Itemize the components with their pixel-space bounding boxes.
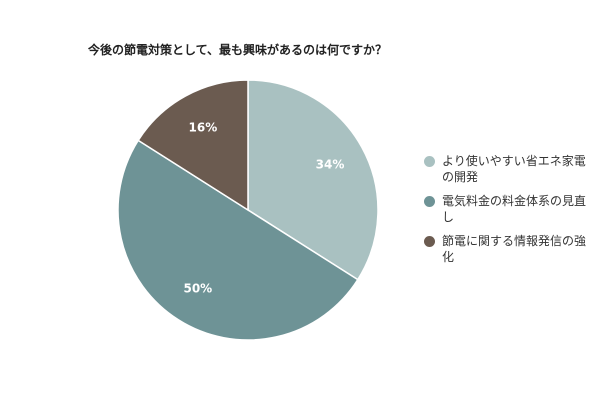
chart-title: 今後の節電対策として、最も興味があるのは何ですか？ — [87, 42, 387, 57]
legend-swatch — [424, 236, 435, 247]
legend-item: 節電に関する情報発信の強化 — [424, 233, 594, 265]
legend-swatch — [424, 196, 435, 207]
legend: より使いやすい省エネ家電の開発 電気料金の料金体系の見直し 節電に関する情報発信の強… — [424, 153, 594, 273]
pie-slice — [137, 79, 249, 212]
value-label: 34% — [316, 157, 345, 171]
legend-item: 電気料金の料金体系の見直し — [424, 193, 594, 225]
legend-item: より使いやすい省エネ家電の開発 — [424, 153, 594, 185]
value-label: 50% — [183, 282, 212, 296]
legend-label: 電気料金の料金体系の見直し — [442, 194, 587, 224]
legend-label: 節電に関する情報発信の強化 — [442, 234, 587, 264]
legend-label: より使いやすい省エネ家電の開発 — [442, 154, 586, 184]
value-label: 16% — [189, 120, 218, 134]
legend-swatch — [424, 156, 435, 167]
pie-slice — [117, 139, 359, 341]
